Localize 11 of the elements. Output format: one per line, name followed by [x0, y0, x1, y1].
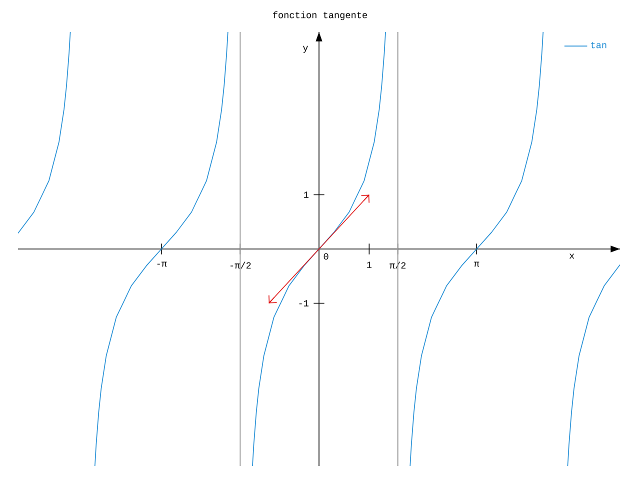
annotation: 0 [324, 253, 328, 260]
legend-label: tan [591, 42, 606, 48]
x-tick-label: -π/2 [230, 262, 251, 269]
x-tick-label: π/2 [390, 262, 406, 269]
x-axis-title: x [569, 254, 574, 259]
y-tick-label: -1 [299, 300, 308, 306]
x-tick-label: 1 [367, 262, 372, 268]
chart-title: fonction tangente [273, 11, 367, 20]
x-tick-label: -π [157, 262, 167, 267]
y-axis-title: y [302, 46, 308, 53]
x-tick-label: π [474, 262, 480, 267]
